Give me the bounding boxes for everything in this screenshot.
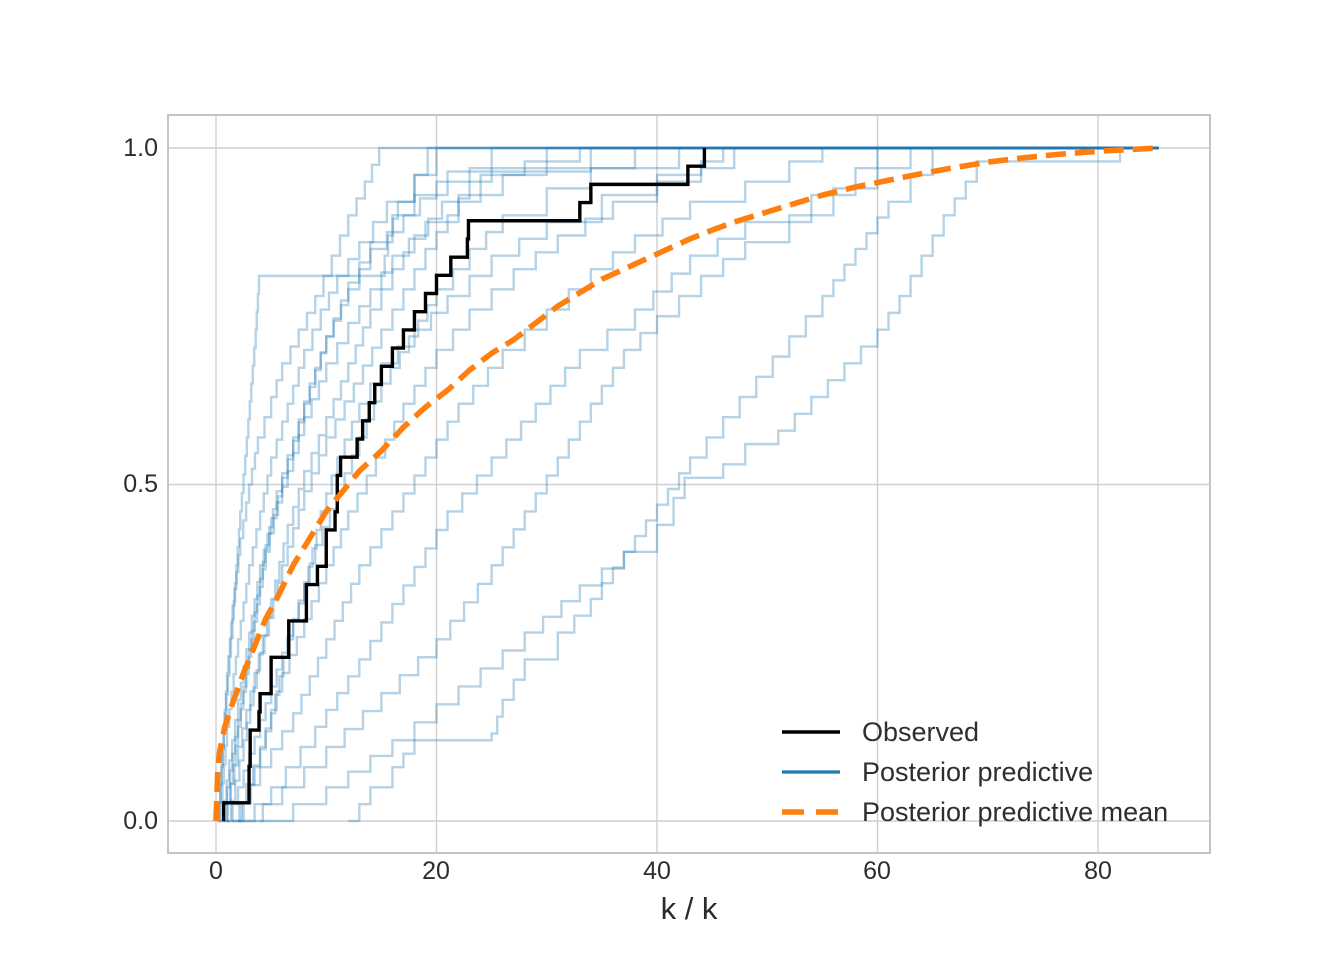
posterior-predictive-curve-5: [227, 146, 1159, 823]
observed-line-icon: [782, 730, 840, 734]
posterior-predictive-curve-11: [260, 146, 1159, 823]
x-tick-label-40: 40: [643, 857, 671, 885]
legend-label: Observed: [862, 716, 980, 747]
legend-label: Posterior predictive: [862, 756, 1094, 787]
posterior-mean-line: [213, 145, 1159, 822]
legend-entry-observed: Observed: [782, 712, 1168, 752]
posterior-predictive-curve-1: [219, 146, 1159, 823]
posterior-predictive-mean-dash-icon: [782, 809, 840, 815]
legend-entry-posterior-predictive: Posterior predictive: [782, 752, 1168, 792]
x-tick-label-0: 0: [209, 857, 223, 885]
y-tick-label-1.0: 1.0: [123, 134, 158, 162]
posterior-predictive-curve-0: [218, 146, 1159, 823]
posterior-predictive-curve-8: [232, 146, 1159, 823]
posterior-predictive-curve-9: [238, 146, 1159, 823]
y-tick-label-0.0: 0.0: [123, 807, 158, 835]
x-axis-label: k / k: [660, 891, 718, 926]
posterior-predictive-line-icon: [782, 770, 840, 774]
posterior-predictive-curve-4: [223, 146, 1159, 823]
posterior-predictive-curve-15: [224, 146, 1159, 823]
posterior-predictive-curve-2: [218, 146, 1159, 823]
axes-border: [167, 114, 1211, 854]
posterior-predictive-curve-3: [221, 146, 1159, 823]
legend-label: Posterior predictive mean: [862, 796, 1169, 827]
posterior-predictive-curve-7: [238, 146, 1159, 823]
x-tick-label-80: 80: [1084, 857, 1112, 885]
posterior-predictive-curve-13: [232, 146, 1159, 823]
posterior-predictive-curve-14: [221, 146, 1159, 823]
x-tick-label-20: 20: [422, 857, 450, 885]
observed-ecdf-line: [222, 148, 707, 821]
legend: Observed Posterior predictive Posterior …: [782, 712, 1168, 832]
x-tick-label-60: 60: [863, 857, 891, 885]
y-tick-label-0.5: 0.5: [123, 470, 158, 498]
posterior-predictive-curve-10: [348, 146, 1159, 823]
posterior-predictive-curve-12: [243, 146, 1159, 823]
legend-entry-posterior-predictive-mean: Posterior predictive mean: [782, 792, 1168, 832]
